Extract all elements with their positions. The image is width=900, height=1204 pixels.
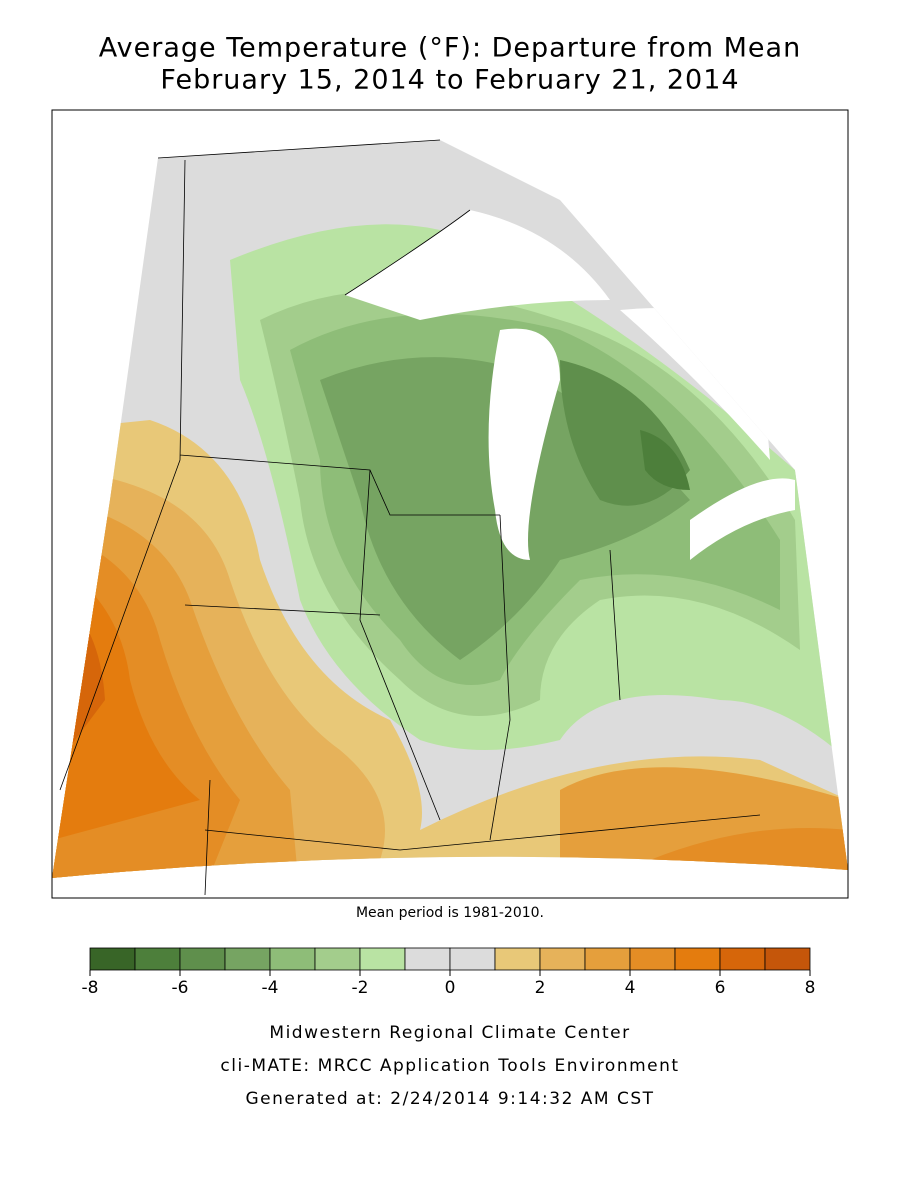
colorbar-bin (134, 947, 181, 971)
tick-label: -6 (172, 978, 189, 998)
map-note: Mean period is 1981-2010. (356, 905, 544, 921)
colorbar-bin (674, 947, 721, 971)
tick-label: 0 (445, 978, 456, 998)
colorbar-bin (269, 947, 316, 971)
colorbar-bin (224, 947, 271, 971)
map-frame (51, 109, 849, 899)
tick-label: 2 (535, 978, 546, 998)
title-line: Average Temperature (°F): Departure from… (99, 33, 801, 64)
title-line: February 15, 2014 to February 21, 2014 (160, 65, 739, 96)
tick-label: -8 (82, 978, 99, 998)
footer-line: cli-MATE: MRCC Application Tools Environ… (220, 1056, 679, 1076)
tick-label: -4 (262, 978, 279, 998)
tick-label: -2 (352, 978, 369, 998)
colorbar-bin (314, 947, 361, 971)
colorbar-bin (449, 947, 496, 971)
tick-label: 6 (715, 978, 726, 998)
footer-line: Midwestern Regional Climate Center (269, 1023, 630, 1043)
colorbar-bin (359, 947, 406, 971)
colorbar: -8 -6 -4 -2 0 2 4 6 8 (82, 947, 816, 998)
colorbar-bin (764, 947, 811, 971)
colorbar-bin (494, 947, 541, 971)
tick-label: 8 (805, 978, 816, 998)
state-borders (59, 139, 761, 896)
colorbar-bin (584, 947, 631, 971)
colorbar-bin (629, 947, 676, 971)
colorbar-bin (719, 947, 766, 971)
colorbar-bin (179, 947, 226, 971)
footer-line: Generated at: 2/24/2014 9:14:32 AM CST (245, 1089, 654, 1109)
map-field (52, 140, 848, 878)
colorbar-bin (539, 947, 586, 971)
colorbar-bin (404, 947, 451, 971)
colorbar-bin (89, 947, 136, 971)
tick-label: 4 (625, 978, 636, 998)
